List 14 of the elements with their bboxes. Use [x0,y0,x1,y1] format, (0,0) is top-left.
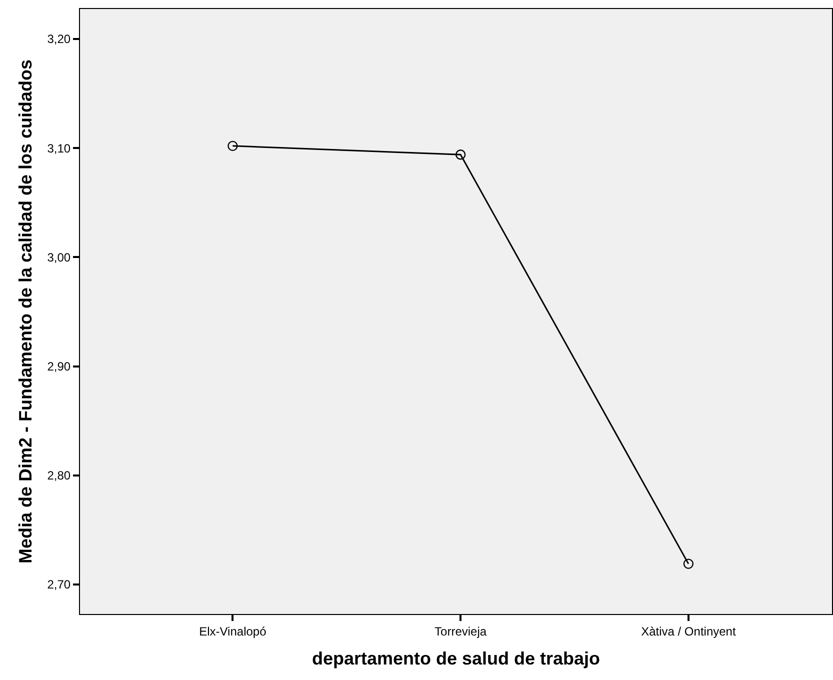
y-tick-label: 2,80 [47,468,71,483]
x-tick-label: Torrevieja [434,624,487,638]
point [683,558,694,569]
x-tick-label: Xàtiva / Ontinyent [641,624,736,638]
y-tick-label: 3,20 [47,32,71,46]
point [228,140,238,152]
y-tick-label: 3,10 [47,141,71,156]
x-axis-title: departamento de salud de trabajo [312,648,600,668]
y-tick-label: 3,00 [47,250,71,264]
y-axis-title: Media de Dim2 - Fundamento de la calidad de los cuidados [15,59,36,564]
x-tick-label: Elx-Vinalopó [199,624,267,638]
point [455,150,466,160]
y-tick-label: 2,70 [47,578,71,592]
y-tick-label: 2,90 [47,360,71,374]
